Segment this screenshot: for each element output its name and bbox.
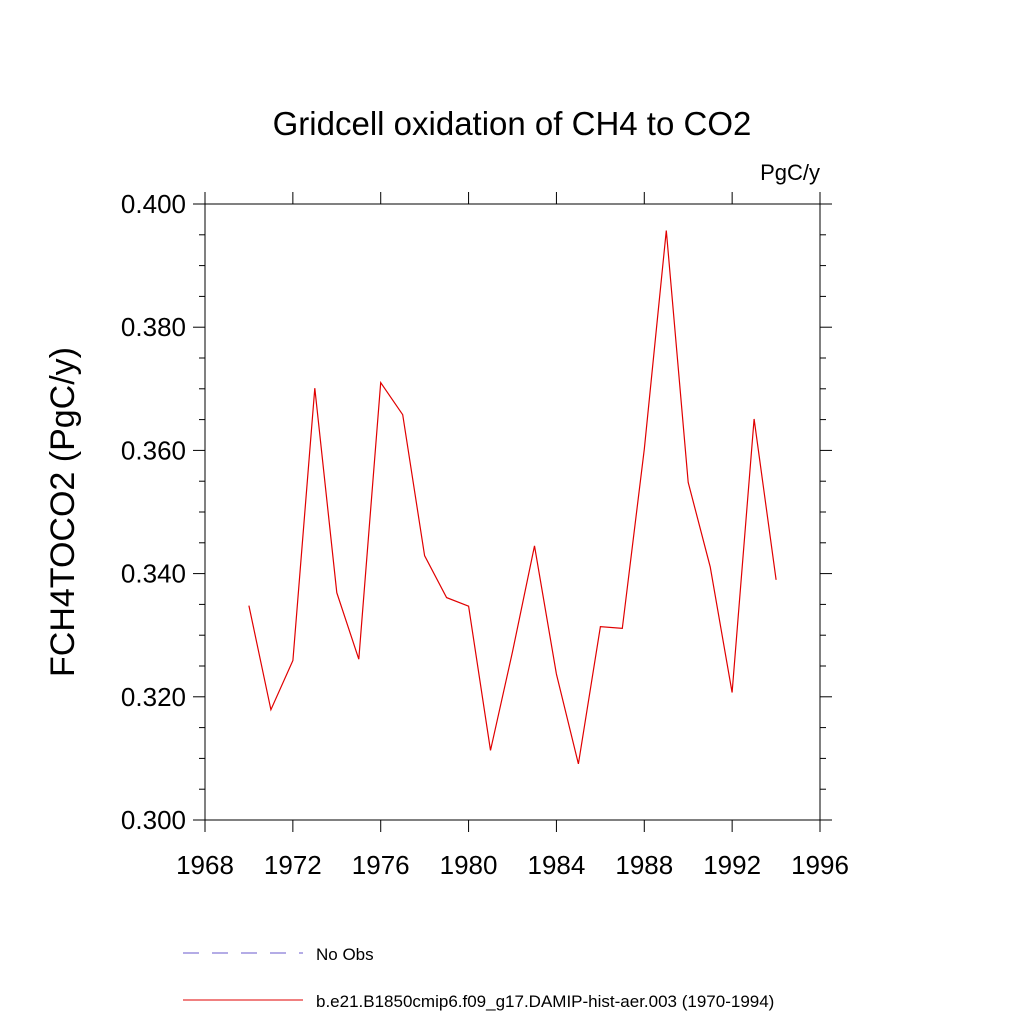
x-tick-label: 1968	[176, 850, 234, 880]
units-label: PgC/y	[760, 160, 820, 185]
x-tick-label: 1996	[791, 850, 849, 880]
y-tick-label: 0.400	[121, 189, 186, 219]
x-tick-label: 1980	[440, 850, 498, 880]
tick-labels: 1968 1972 1976 1980 1984 1988 1992 1996 0.300 0.3…	[121, 189, 849, 880]
y-tick-label: 0.340	[121, 559, 186, 589]
x-tick-label: 1976	[352, 850, 410, 880]
legend: No Obs b.e21.B1850cmip6.f09_g17.DAMIP-his…	[183, 945, 774, 1011]
legend-label-0: No Obs	[316, 945, 374, 964]
x-tick-label: 1984	[528, 850, 586, 880]
y-axis-label: FCH4TOCO2 (PgC/y)	[44, 347, 82, 677]
x-tick-label: 1972	[264, 850, 322, 880]
chart-title: Gridcell oxidation of CH4 to CO2	[273, 105, 752, 142]
y-tick-label: 0.320	[121, 682, 186, 712]
y-tick-label: 0.300	[121, 805, 186, 835]
y-tick-label: 0.380	[121, 312, 186, 342]
series-layer	[248, 230, 777, 765]
axis-ticks	[193, 192, 832, 832]
plot-frame	[204, 203, 821, 821]
series-line-1	[248, 230, 777, 765]
x-tick-label: 1988	[615, 850, 673, 880]
y-tick-label: 0.360	[121, 435, 186, 465]
x-tick-label: 1992	[703, 850, 761, 880]
legend-label-1: b.e21.B1850cmip6.f09_g17.DAMIP-hist-aer.…	[316, 992, 774, 1011]
